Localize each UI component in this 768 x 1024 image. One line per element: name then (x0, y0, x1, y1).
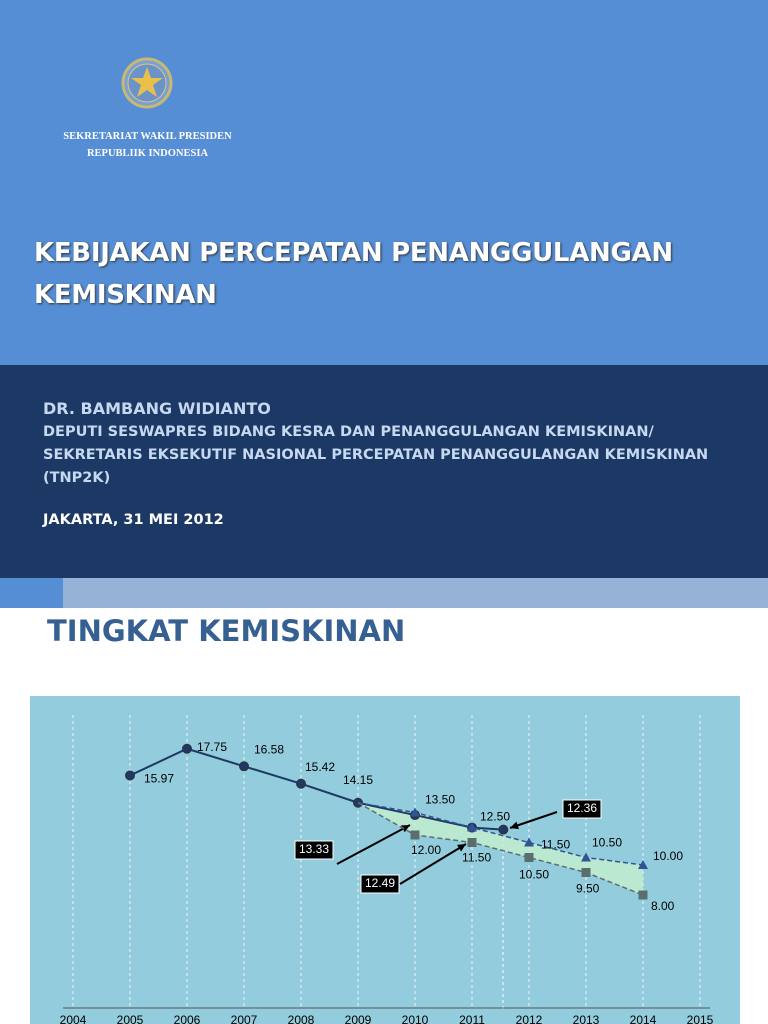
accent-bar (63, 578, 768, 608)
target-band (358, 802, 643, 895)
data-label: 12.50 (480, 810, 510, 824)
x-tick-label: 2006 (174, 1013, 201, 1024)
series-line (129, 747, 504, 831)
x-tick-label: 2004 (60, 1013, 87, 1024)
data-label: 15.42 (305, 760, 335, 774)
series-line (357, 802, 644, 896)
point (410, 830, 420, 840)
x-tick-label: 2010 (402, 1013, 429, 1024)
presenter-position: (TNP2K) (43, 470, 111, 486)
presenter-position: SEKRETARIS EKSEKUTIF NASIONAL PERCEPATAN… (43, 447, 709, 463)
point (296, 778, 306, 789)
x-tick-label: 2015 (687, 1013, 714, 1024)
slide-title: KEBIJAKAN PERCEPATAN PENANGGULANGAN (34, 238, 673, 268)
callout-arrowhead (510, 821, 519, 830)
point (638, 890, 648, 900)
title-slide: SEKRETARIAT WAKIL PRESIDEN REPUBLIIK IND… (0, 0, 768, 365)
chart-background (30, 696, 740, 1024)
data-label: 13.50 (425, 793, 455, 807)
point (182, 743, 192, 754)
data-label: 12.00 (411, 843, 441, 857)
point (581, 852, 591, 862)
point (410, 807, 420, 817)
data-label: 10.00 (653, 849, 683, 863)
point (353, 797, 363, 808)
point (467, 822, 477, 833)
data-label: 10.50 (519, 868, 549, 882)
accent-bar (0, 578, 63, 608)
callout-arrow (399, 843, 467, 885)
callout-box (562, 799, 602, 819)
data-label: 16.58 (254, 742, 284, 756)
presenter-panel: DR. BAMBANG WIDIANTO DEPUTI SESWAPRES BI… (0, 365, 768, 578)
data-label: 9.50 (576, 882, 600, 896)
section-title: TINGKAT KEMISKINAN (47, 614, 406, 648)
callout-arrow (336, 824, 411, 865)
presenter-position: DEPUTI SESWAPRES BIDANG KESRA DAN PENANG… (43, 424, 654, 440)
data-label: 13.33 (299, 842, 329, 856)
point (638, 860, 648, 869)
point (467, 822, 477, 832)
data-label: 11.50 (462, 851, 491, 865)
callout-arrowhead (457, 844, 466, 852)
callout-arrow (509, 811, 558, 829)
x-tick-label: 2012 (516, 1013, 543, 1024)
org-line: REPUBLIIK INDONESIA (86, 148, 209, 159)
point (581, 868, 591, 877)
emblem (121, 57, 173, 109)
point (524, 853, 534, 862)
callout-arrowhead (401, 825, 410, 833)
x-tick-label: 2014 (630, 1013, 657, 1024)
point (239, 761, 249, 772)
data-label: 14.15 (343, 773, 373, 787)
data-label: 8.00 (651, 899, 675, 913)
org-line: SEKRETARIAT WAKIL PRESIDEN (63, 131, 232, 142)
data-label: 15.97 (144, 772, 174, 786)
point (467, 838, 477, 847)
data-label: 12.36 (567, 801, 597, 815)
point (125, 770, 135, 781)
point (524, 837, 534, 847)
x-tick-label: 2005 (117, 1013, 144, 1024)
data-label: 10.50 (592, 836, 622, 850)
series-line (357, 802, 644, 866)
x-tick-label: 2013 (573, 1013, 600, 1024)
callout-box (360, 874, 400, 894)
data-label: 12.49 (365, 876, 395, 890)
x-tick-label: 2009 (345, 1013, 372, 1024)
callout-box (294, 840, 334, 860)
point (498, 824, 509, 835)
presenter-name: DR. BAMBANG WIDIANTO (43, 399, 271, 418)
x-tick-label: 2008 (288, 1013, 315, 1024)
slide-title: KEMISKINAN (34, 280, 217, 310)
point (410, 810, 420, 821)
data-label: 17.75 (197, 740, 227, 754)
x-tick-label: 2011 (459, 1013, 485, 1024)
x-tick-label: 2007 (231, 1013, 258, 1024)
place-date: JAKARTA, 31 MEI 2012 (43, 512, 224, 528)
data-label: 11.50 (541, 838, 570, 852)
